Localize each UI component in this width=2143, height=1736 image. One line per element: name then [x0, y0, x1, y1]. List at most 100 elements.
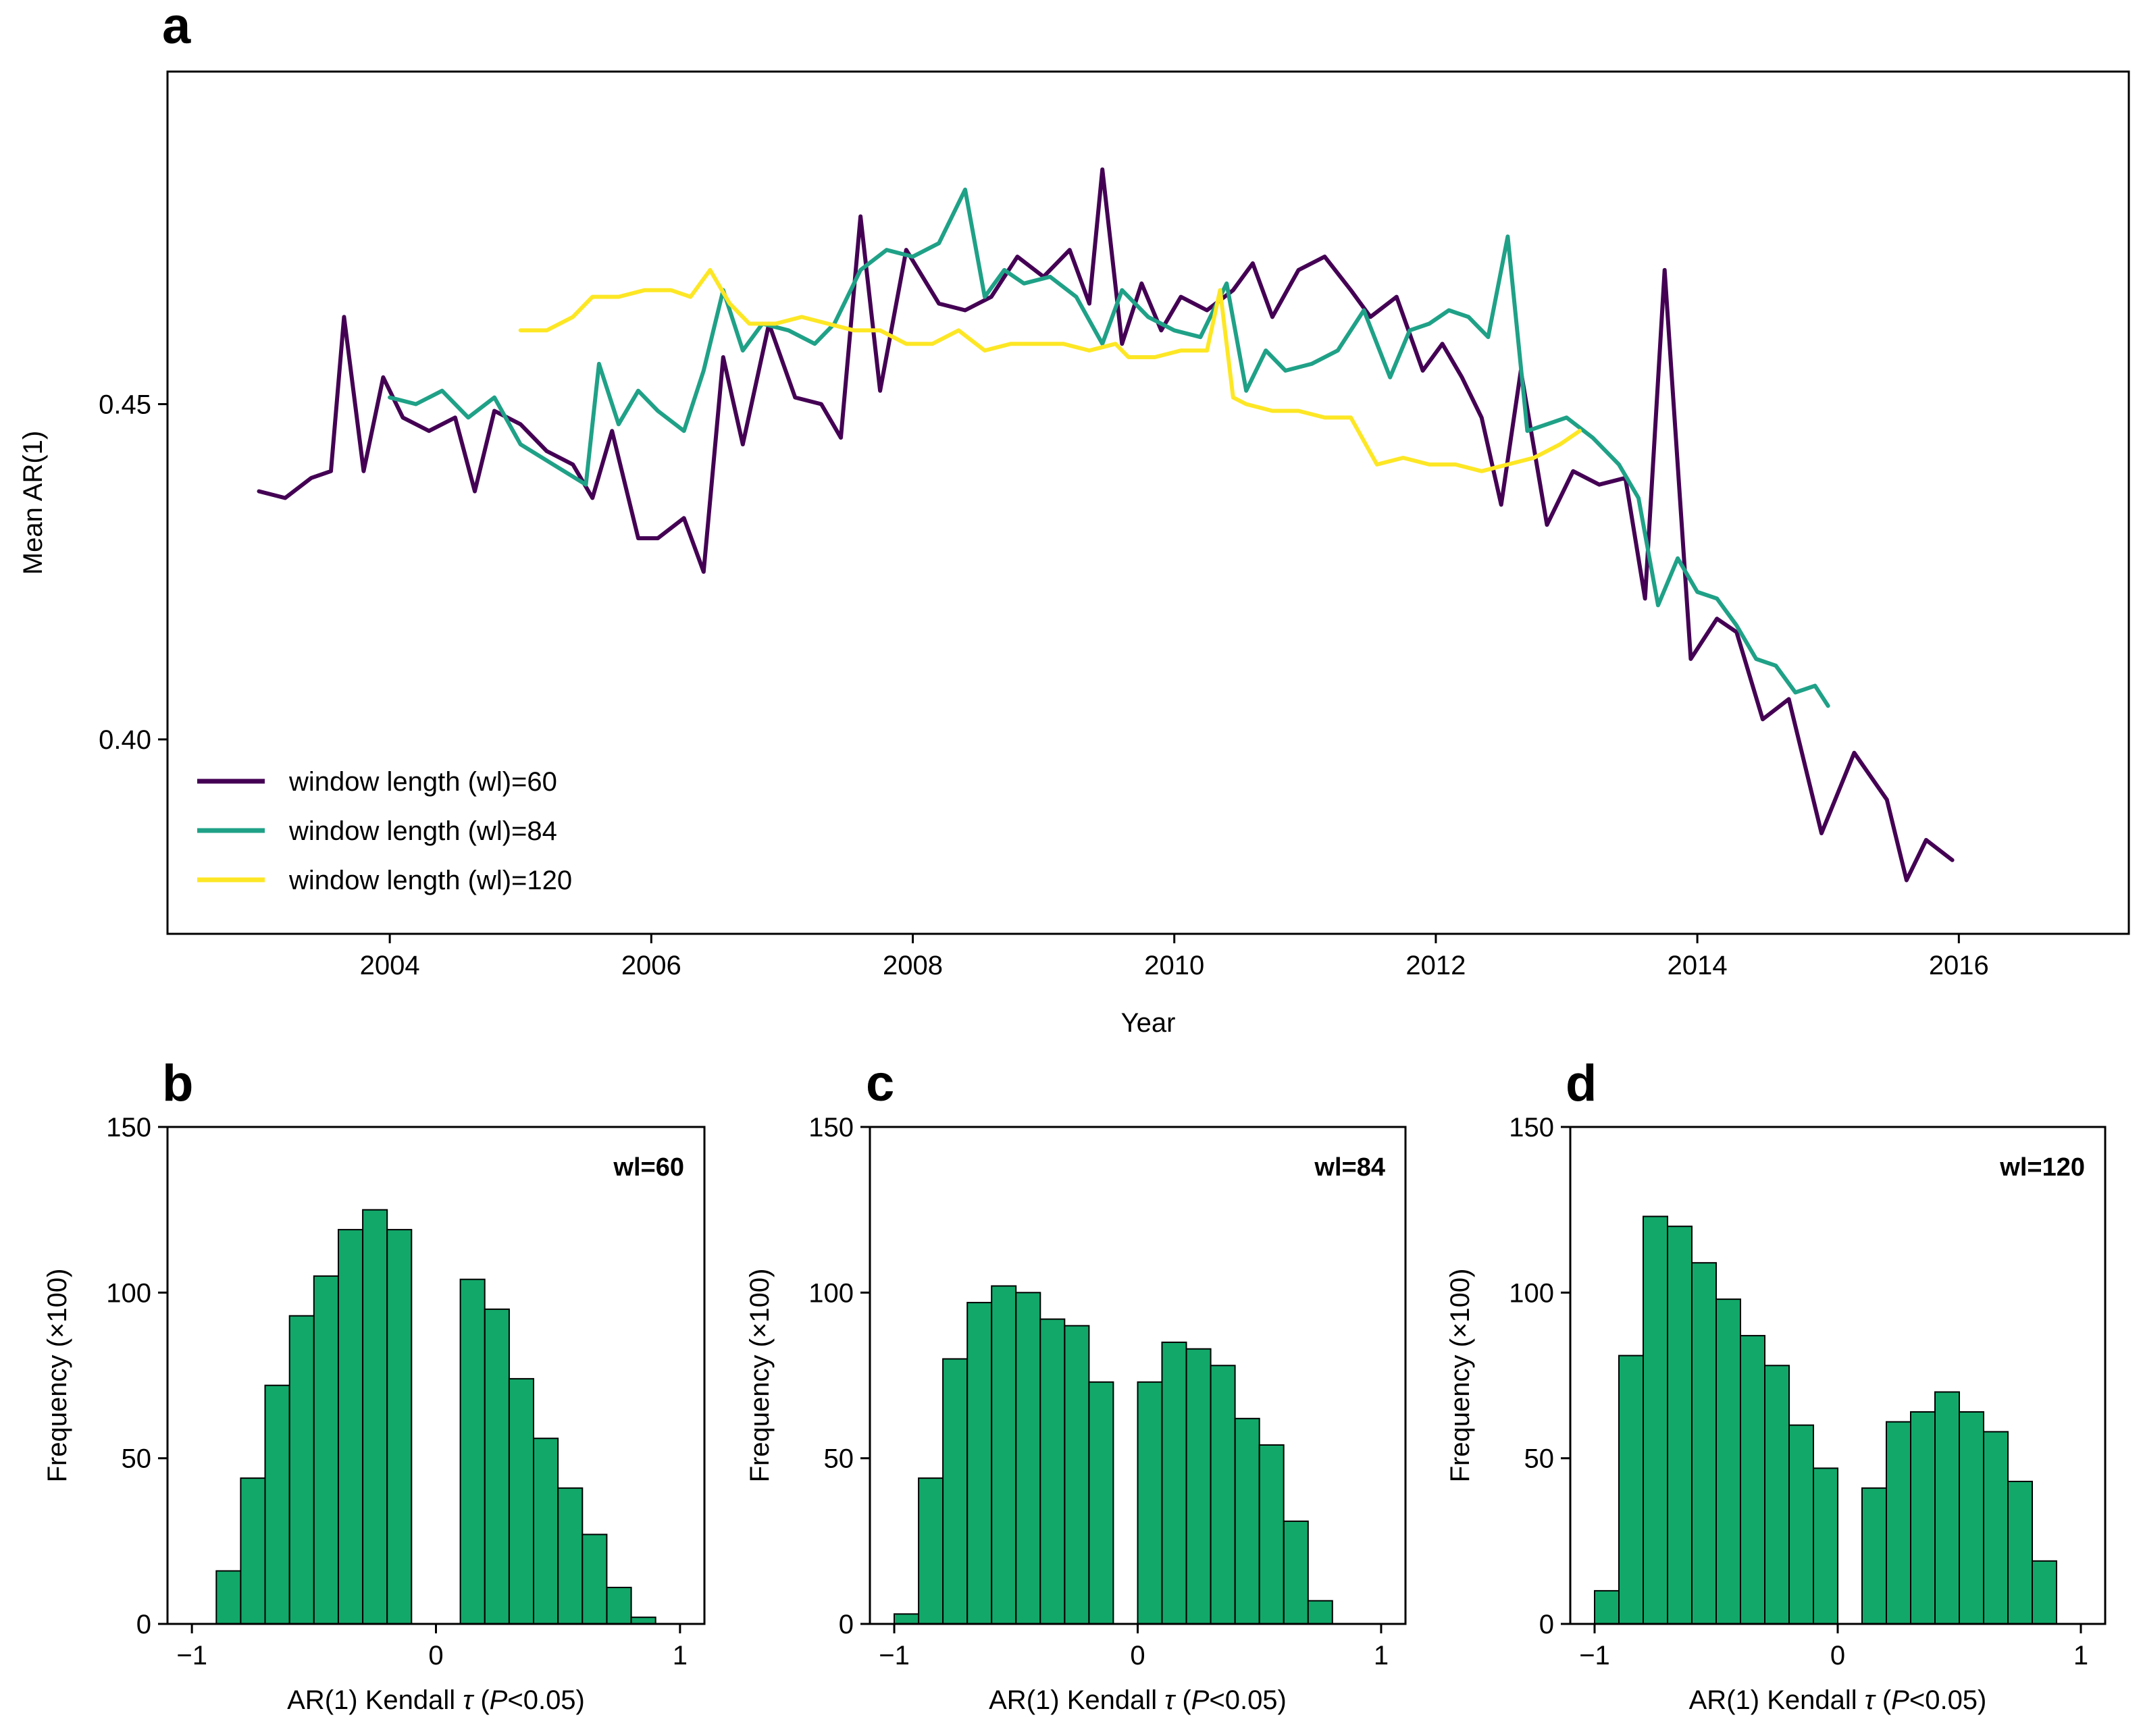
histogram-bar: [966, 1302, 993, 1625]
histogram-bar: [2007, 1481, 2033, 1625]
histogram-bar: [894, 1613, 919, 1625]
histogram-bar: [1959, 1411, 1984, 1625]
y-tick-label-c: 100: [808, 1278, 854, 1308]
histogram-bar: [1088, 1381, 1114, 1625]
legend-a: window length (wl)=60 window length (wl)=…: [197, 767, 572, 895]
legend-label: window length (wl)=120: [288, 866, 572, 895]
histogram-bar: [313, 1275, 339, 1625]
x-tick-label-c: −1: [879, 1641, 910, 1671]
x-tick-label-b: 0: [428, 1641, 443, 1671]
histogram-bar: [1813, 1467, 1838, 1625]
histogram-bar: [1983, 1431, 2009, 1625]
y-tick-label-d: 0: [1539, 1610, 1554, 1639]
x-tick-label-a: 2014: [1668, 951, 1728, 980]
histogram-bar: [918, 1477, 944, 1625]
y-tick-label-b: 150: [106, 1113, 151, 1142]
x-axis-label-b: AR(1) Kendall τ (P<0.05): [287, 1685, 585, 1715]
histogram-bar: [1594, 1589, 1620, 1625]
x-tick-label-c: 1: [1374, 1641, 1389, 1671]
series-line-wl-84: [388, 187, 1830, 708]
x-tick-label-a: 2004: [360, 951, 420, 980]
x-tick-label-b: −1: [176, 1641, 207, 1671]
histogram-bar: [1886, 1421, 1911, 1625]
histogram-bar: [484, 1308, 510, 1625]
legend-label: window length (wl)=84: [288, 816, 557, 846]
panel-d: d −1 0 1 0 50 100 150 wl=120 AR(1) Kendall τ (P<0…: [1445, 1055, 2107, 1715]
histogram-bar: [1934, 1391, 1960, 1625]
panel-b: b −1 0 1 0 50 100 150 wl=60 AR(1) Kendall τ (P<0.…: [43, 1055, 706, 1715]
y-tick-label-d: 100: [1509, 1278, 1554, 1308]
histogram-bar: [1740, 1335, 1765, 1625]
histogram-bar: [1910, 1411, 1936, 1625]
histogram-bar: [1039, 1318, 1066, 1625]
series-line-wl-120: [518, 267, 1582, 473]
histogram-bar: [942, 1358, 969, 1625]
histogram-bar: [1307, 1600, 1333, 1625]
x-tick-label-b: 1: [673, 1641, 688, 1671]
histogram-bar: [606, 1587, 632, 1625]
y-axis-label-b: Frequency (×100): [43, 1269, 72, 1483]
y-tick-label-b: 100: [106, 1278, 151, 1308]
window-length-annotation-d: wl=120: [1999, 1153, 2085, 1182]
panel-letter-d: d: [1566, 1055, 1597, 1112]
histogram-bar: [1185, 1348, 1212, 1625]
histogram-bar: [991, 1285, 1017, 1625]
histogram-bar: [1161, 1341, 1187, 1625]
histogram-bar: [1015, 1292, 1041, 1625]
panel-letter-b: b: [162, 1055, 193, 1112]
histogram-bar: [533, 1438, 559, 1625]
histogram-bar: [1283, 1520, 1309, 1625]
histogram-bar: [215, 1570, 242, 1625]
histogram-bar: [1667, 1226, 1693, 1625]
x-tick-label-a: 2010: [1144, 951, 1204, 980]
histogram-bar: [508, 1377, 535, 1625]
window-length-annotation-c: wl=84: [1314, 1153, 1385, 1182]
y-axis-label-c: Frequency (×100): [745, 1269, 775, 1483]
panel-c: c −1 0 1 0 50 100 150 wl=84 AR(1) Kendall τ (P<0.…: [745, 1055, 1407, 1715]
y-tick-label-c: 0: [839, 1610, 854, 1639]
histogram-bar: [338, 1229, 364, 1625]
histogram-bar: [1643, 1215, 1668, 1625]
histogram-bar: [240, 1477, 266, 1625]
legend-label: window length (wl)=60: [288, 767, 557, 797]
x-tick-label-c: 0: [1130, 1641, 1145, 1671]
y-axis-label-d: Frequency (×100): [1445, 1269, 1475, 1483]
histogram-bar: [557, 1487, 584, 1625]
x-tick-label-a: 2012: [1405, 951, 1466, 980]
histogram-bar: [1715, 1298, 1741, 1625]
histogram-bar: [582, 1533, 608, 1625]
histogram-bar: [362, 1209, 388, 1625]
x-tick-label-a: 2006: [621, 951, 681, 980]
histogram-bar: [1788, 1424, 1814, 1625]
histogram-bar: [1064, 1325, 1090, 1625]
y-tick-label-b: 0: [136, 1610, 151, 1639]
histogram-bar: [264, 1384, 290, 1625]
x-axis-label-a: Year: [1121, 1008, 1176, 1038]
plot-frame-a: [166, 70, 2130, 935]
y-tick-label-c: 50: [824, 1444, 854, 1474]
histogram-bar: [1764, 1365, 1790, 1625]
histogram-bar: [459, 1278, 486, 1625]
panel-letter-a: a: [162, 0, 191, 55]
histogram-bar: [1861, 1487, 1887, 1625]
y-axis-label-a: Mean AR(1): [18, 431, 48, 575]
series-line-wl-60: [257, 167, 1955, 883]
y-tick-label-b: 50: [122, 1444, 152, 1474]
panel-a: a 2004 2006 2008 2010 2012 2014 2016 0.40 0.45 Yea…: [18, 0, 2130, 1038]
x-tick-label-a: 2016: [1929, 951, 1989, 980]
histogram-bar: [1210, 1365, 1236, 1625]
x-axis-label-c: AR(1) Kendall τ (P<0.05): [989, 1685, 1287, 1715]
histogram-bar: [1137, 1381, 1163, 1625]
window-length-annotation-b: wl=60: [613, 1153, 684, 1182]
histogram-bar: [1691, 1262, 1717, 1625]
y-tick-label-d: 150: [1509, 1113, 1554, 1142]
y-tick-label-c: 150: [808, 1113, 854, 1142]
histogram-bar: [2032, 1560, 2057, 1625]
x-axis-label-d: AR(1) Kendall τ (P<0.05): [1689, 1685, 1987, 1715]
x-tick-label-d: −1: [1579, 1641, 1610, 1671]
x-tick-label-d: 0: [1830, 1641, 1845, 1671]
histogram-bar: [386, 1229, 413, 1625]
y-tick-label-d: 50: [1524, 1444, 1555, 1474]
histogram-bar: [1618, 1354, 1644, 1625]
